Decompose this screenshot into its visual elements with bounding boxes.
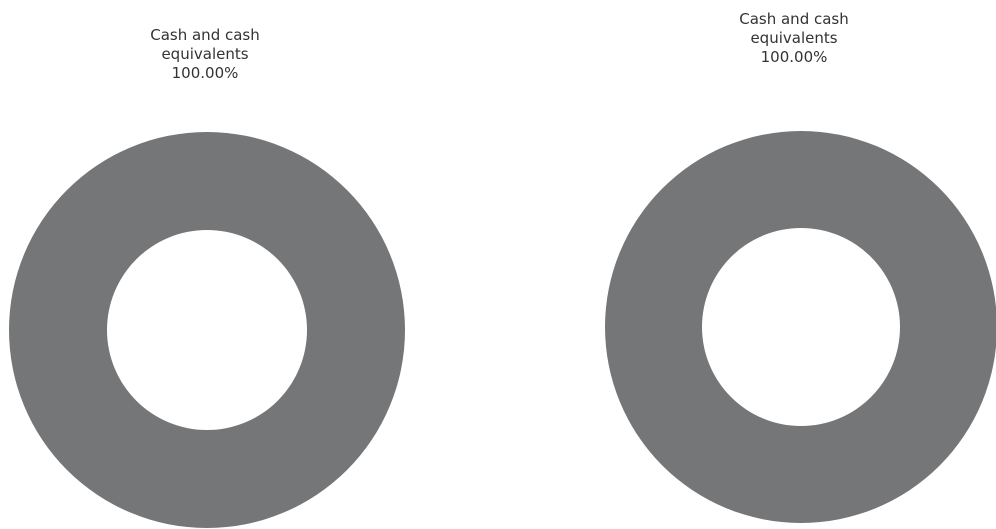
slice-name-line: Cash and cash [739,10,849,28]
donut-slice [605,131,996,523]
slice-label: Cash and cash equivalents 100.00% [150,26,260,82]
slice-name-line: Cash and cash [150,26,260,44]
donut-slice [9,132,405,528]
slice-value-label: 100.00% [172,64,239,82]
slice-name-line: equivalents [161,45,248,63]
donut-chart-left: Cash and cash equivalents 100.00% [9,26,405,528]
slice-label: Cash and cash equivalents 100.00% [739,10,849,66]
slice-value-label: 100.00% [761,48,828,66]
slice-name-line: equivalents [750,29,837,47]
donut-chart-right: Cash and cash equivalents 100.00% [605,10,996,523]
